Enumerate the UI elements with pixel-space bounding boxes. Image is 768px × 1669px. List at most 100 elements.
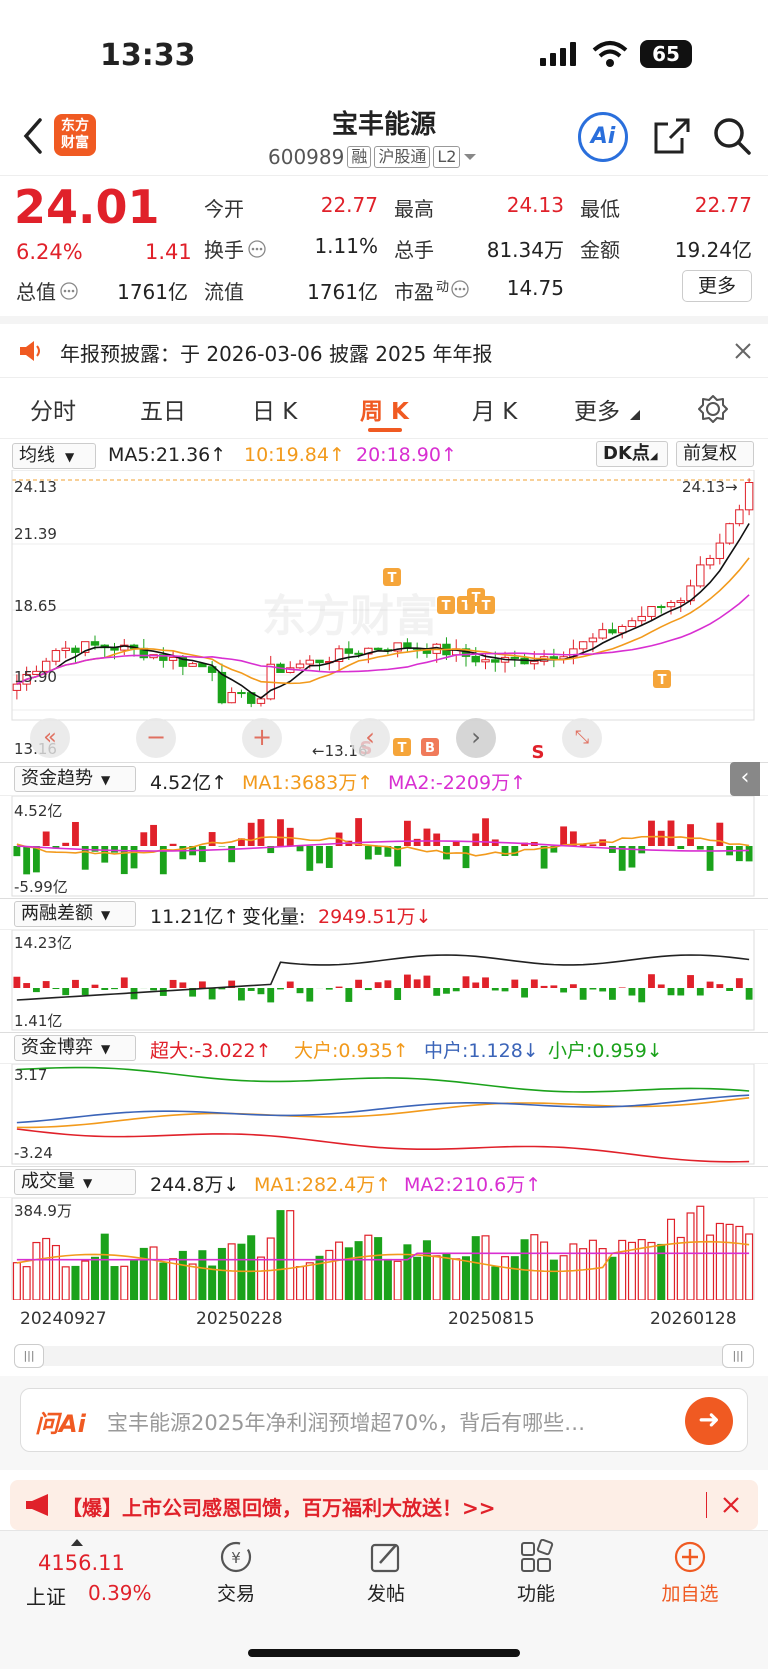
change-percent: 6.24% <box>16 240 83 264</box>
panel-bar <box>433 833 441 846</box>
bottom-nav: 4156.11 上证 0.39% ¥ 交易 发帖 功能 加自选 <box>0 1530 768 1669</box>
panel-bar <box>277 988 284 990</box>
nav-trade[interactable]: ¥ 交易 <box>196 1539 276 1606</box>
gear-icon[interactable] <box>698 394 728 424</box>
close-icon[interactable] <box>722 1496 740 1514</box>
nav-post[interactable]: 发帖 <box>346 1539 426 1606</box>
scroll-left-fast-button[interactable]: « <box>30 718 70 758</box>
scroll-left-button[interactable]: ‹ <box>350 718 390 758</box>
chevron-down-icon[interactable] <box>463 152 477 162</box>
panel-bar <box>247 988 255 991</box>
panel-bar <box>364 846 372 860</box>
volume-bar <box>22 1266 31 1300</box>
margin-select[interactable]: 两融差额 ▼ <box>14 901 136 927</box>
panel-bar <box>452 840 460 846</box>
volume-select[interactable]: 成交量 ▼ <box>14 1169 136 1195</box>
index-value[interactable]: 4156.11 <box>38 1551 125 1575</box>
tab-more[interactable]: 更多 <box>574 399 620 425</box>
index-name[interactable]: 上证 <box>26 1585 66 1609</box>
panel-bar <box>609 988 616 1000</box>
more-button[interactable]: 更多 <box>682 270 752 302</box>
axis-k-top: 24.13 <box>14 478 57 496</box>
kline-candle <box>217 671 227 704</box>
kline-candle <box>725 523 734 544</box>
fund-trend-select[interactable]: 资金趋势 ▼ <box>14 766 136 792</box>
scrollbar-right-handle[interactable]: ||| <box>722 1344 754 1368</box>
share-icon[interactable] <box>652 116 692 156</box>
volume-bar <box>188 1263 197 1300</box>
chart-scrollbar[interactable] <box>14 1346 754 1366</box>
info-dots-icon[interactable] <box>60 281 78 300</box>
kline-marker-t-label: T <box>472 591 481 606</box>
arrow-right-icon[interactable]: ➜ <box>685 1397 733 1445</box>
kline-candle <box>735 509 744 525</box>
panel-bar <box>91 846 99 852</box>
kline-candle <box>676 600 685 603</box>
panel-bar <box>159 846 167 875</box>
panel-bar <box>228 980 236 988</box>
volume-bar <box>647 1241 656 1300</box>
panel-bar <box>648 820 655 846</box>
ai-button[interactable]: Ai <box>578 112 628 162</box>
fund-game-select[interactable]: 资金博弈 ▼ <box>14 1035 136 1061</box>
total-value: 1761亿 <box>117 280 188 304</box>
panel-bar <box>120 846 128 875</box>
turnover-label-wrap: 换手 <box>204 234 266 263</box>
panel-bar <box>101 846 109 863</box>
index-change[interactable]: 0.39% <box>88 1581 152 1605</box>
indicator-select[interactable]: 均线 ▼ <box>12 443 96 469</box>
pe-value: 14.75 <box>506 276 564 300</box>
close-icon[interactable] <box>734 342 752 360</box>
info-dots-icon[interactable] <box>451 280 469 298</box>
tab-minute[interactable]: 分时 <box>30 399 76 425</box>
search-icon[interactable] <box>712 116 752 156</box>
notice-bar[interactable]: 年报预披露：于 2026-03-06 披露 2025 年年报 <box>0 316 768 378</box>
kline-candle <box>481 659 490 663</box>
float-value-label: 流值 <box>204 280 244 304</box>
kline-candle <box>120 644 129 651</box>
panel-bar <box>745 846 753 862</box>
nav-functions[interactable]: 功能 <box>496 1538 576 1606</box>
kline-candle <box>608 629 617 634</box>
kline-candle <box>90 641 100 646</box>
nav-add-watchlist[interactable]: 加自选 <box>650 1539 730 1606</box>
kline-candle <box>647 606 656 617</box>
collapse-panel-button[interactable]: ‹ <box>730 762 760 796</box>
promo-banner[interactable]: 【爆】上市公司感恩回馈，百万福利大放送！>> <box>10 1480 758 1530</box>
volume-axis-top: 384.9万 <box>14 1202 72 1220</box>
zoom-out-button[interactable]: − <box>136 718 176 758</box>
kline-candle <box>41 660 51 672</box>
panel-bar <box>569 831 577 846</box>
tab-daily-k[interactable]: 日 K <box>252 399 298 425</box>
volume-ma2-line <box>16 1252 750 1261</box>
tab-monthly-k[interactable]: 月 K <box>472 399 518 425</box>
volume-bar <box>403 1244 412 1300</box>
kline-chart: TTTTTTTBSS <box>11 470 755 763</box>
scrollbar-left-handle[interactable]: ||| <box>14 1344 44 1368</box>
app-logo[interactable]: 东方 财富 <box>54 114 96 156</box>
volume-bar <box>266 1237 275 1300</box>
fullscreen-button[interactable]: ⤡ <box>562 718 602 758</box>
margin-axis-top: 14.23亿 <box>14 934 72 952</box>
tab-weekly-k[interactable]: 周 K <box>360 399 409 425</box>
scroll-right-button[interactable]: › <box>456 718 496 758</box>
tag-connect: 沪股通 <box>374 146 431 168</box>
margin-value: 11.21亿↑ <box>150 906 240 928</box>
kline-candle <box>12 683 22 691</box>
kline-candle <box>696 564 705 587</box>
info-dots-icon[interactable] <box>248 239 266 258</box>
volume-bar <box>51 1244 60 1300</box>
ai-question-bar[interactable]: 问Ai 宝丰能源2025年净利润预增超70%，背后有哪些… ➜ <box>20 1388 748 1452</box>
pe-label: 市盈 <box>394 280 434 304</box>
fund-game-super: 超大:-3.022↑ <box>150 1040 272 1062</box>
zoom-in-button[interactable]: + <box>242 718 282 758</box>
back-icon[interactable] <box>22 118 44 154</box>
volume-bar <box>100 1233 109 1300</box>
tab-five-day[interactable]: 五日 <box>140 399 186 425</box>
volume-ma2: MA2:210.6万↑ <box>404 1174 542 1196</box>
dk-button[interactable]: DK点◢ <box>596 441 668 467</box>
kline-candle <box>227 692 236 704</box>
volume-bar <box>295 1266 305 1300</box>
volume-bar <box>110 1266 119 1300</box>
adjust-button[interactable]: 前复权 <box>676 441 754 467</box>
